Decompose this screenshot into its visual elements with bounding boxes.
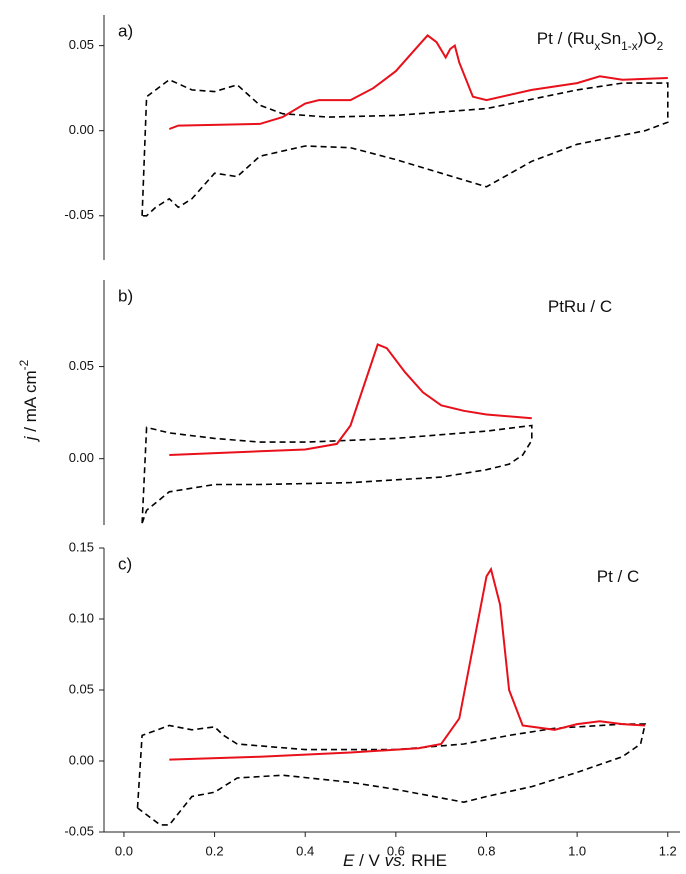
panel-title-part: PtRu / C — [548, 297, 612, 316]
x-tick-label: 1.0 — [568, 843, 586, 858]
x-axis-label-part: vs. — [385, 851, 407, 870]
y-axis-label: j / mA cm-2 — [17, 359, 40, 442]
y-tick-label: 0.05 — [69, 358, 94, 373]
y-axis-label-part: j — [21, 435, 40, 442]
panel-title-part: 1-x — [621, 39, 638, 53]
x-axis-label: E / V vs. RHE — [343, 851, 447, 870]
panel-title-part: 2 — [657, 39, 664, 53]
panel-label: a) — [118, 21, 133, 40]
x-tick-label: 0.6 — [387, 843, 405, 858]
x-tick-label: 0.0 — [115, 843, 133, 858]
panel-title: Pt / (RuxSn1-x)O2 — [537, 29, 664, 53]
y-axis-label-part: / mA cm — [21, 370, 40, 436]
x-tick-label: 1.2 — [659, 843, 677, 858]
y-tick-label: 0.00 — [69, 752, 94, 767]
panel-title: PtRu / C — [548, 297, 612, 316]
x-axis-label-part: / V — [354, 851, 384, 870]
panel-title-part: Pt / C — [597, 567, 640, 586]
x-axis-label-part: E — [343, 851, 355, 870]
panel-label: c) — [118, 554, 132, 573]
panel-title-part: Pt / (Ru — [537, 29, 595, 48]
panel-title-part: )O — [638, 29, 657, 48]
x-tick-label: 0.4 — [296, 843, 314, 858]
panel-label: b) — [118, 286, 133, 305]
dashed-curve — [141, 424, 533, 524]
x-tick-label: 0.8 — [477, 843, 495, 858]
y-axis-label-part: -2 — [17, 359, 31, 370]
solid-curve — [168, 34, 668, 130]
y-tick-label: 0.05 — [69, 681, 94, 696]
x-axis-label-part: RHE — [406, 851, 447, 870]
panel-title-part: x — [594, 39, 600, 53]
panel-title-part: Sn — [600, 29, 621, 48]
y-tick-label: 0.15 — [69, 539, 94, 554]
y-tick-label: -0.05 — [64, 823, 94, 838]
y-tick-label: 0.10 — [69, 610, 94, 625]
y-tick-label: -0.05 — [64, 207, 94, 222]
y-tick-label: 0.00 — [69, 122, 94, 137]
dashed-curve — [141, 78, 669, 217]
y-tick-label: 0.00 — [69, 450, 94, 465]
solid-curve — [169, 566, 646, 761]
solid-curve — [169, 343, 532, 456]
dashed-curve — [136, 723, 647, 826]
y-tick-label: 0.05 — [69, 37, 94, 52]
panel-title: Pt / C — [597, 567, 640, 586]
x-tick-label: 0.2 — [206, 843, 224, 858]
